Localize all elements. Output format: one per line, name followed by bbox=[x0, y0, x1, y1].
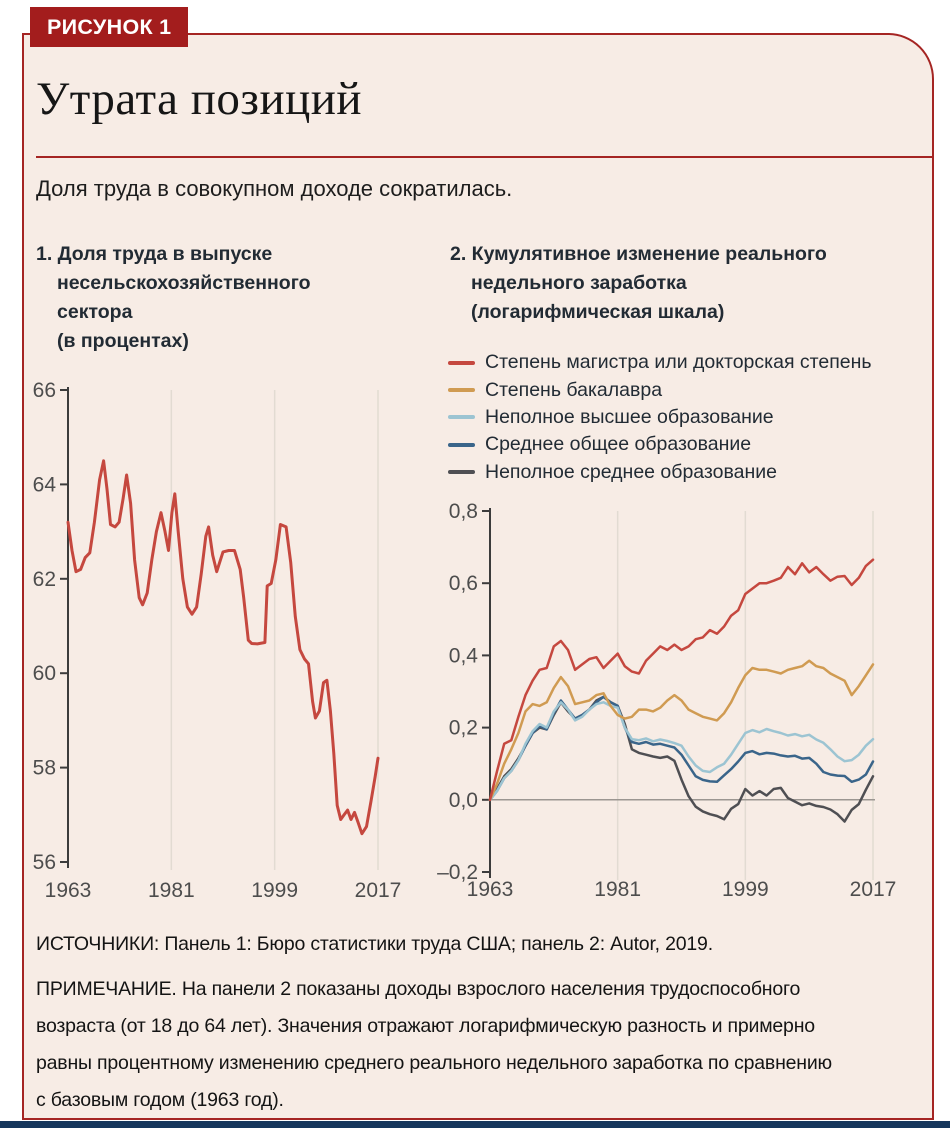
legend-label: Неполное высшее образование bbox=[485, 405, 774, 428]
y-tick-label: 64 bbox=[33, 473, 57, 496]
x-tick-label: 1981 bbox=[148, 879, 195, 902]
y-tick-label: 0,4 bbox=[449, 644, 479, 667]
legend-item: Степень магистра или докторская степень bbox=[448, 349, 872, 376]
figure-title: Утрата позиций bbox=[36, 73, 363, 125]
legend-item: Степень бакалавра bbox=[448, 376, 872, 403]
legend-item: Неполное высшее образование bbox=[448, 404, 872, 431]
x-tick-label: 2017 bbox=[850, 878, 897, 901]
note-line: с базовым годом (1963 год). bbox=[36, 1089, 284, 1111]
panel2-title-line: (логарифмическая шкала) bbox=[471, 301, 725, 323]
panel1-title-line: сектора bbox=[57, 301, 133, 323]
panel1-labor-share-chart: 56 58 60 62 64 66 1963 1981 1999 2017 bbox=[33, 379, 402, 902]
y-tick-label: 60 bbox=[33, 662, 56, 685]
x-tick-label: 1981 bbox=[594, 878, 641, 901]
series-high-school bbox=[488, 695, 875, 802]
series-some-college bbox=[488, 701, 875, 802]
sources-text: ИСТОЧНИКИ: Панель 1: Бюро статистики тру… bbox=[36, 933, 713, 955]
x-tick-label: 1999 bbox=[722, 878, 769, 901]
y-tick-label: 0,2 bbox=[449, 717, 478, 740]
y-tick-label: 58 bbox=[33, 757, 56, 780]
note-line: возраста (от 18 до 64 лет). Значения отр… bbox=[36, 1015, 815, 1037]
legend-dash-icon bbox=[448, 470, 475, 475]
title-divider bbox=[36, 156, 932, 158]
y-tick-label: –0,2 bbox=[437, 861, 478, 884]
legend-label: Степень бакалавра bbox=[485, 378, 663, 401]
legend-label: Степень магистра или докторская степень bbox=[485, 351, 872, 374]
panel2-title: 2. Кумулятивное изменение реального неде… bbox=[450, 240, 930, 327]
panel1-title-line: (в процентах) bbox=[57, 330, 189, 352]
legend-label: Среднее общее образование bbox=[485, 433, 752, 456]
y-tick-label: 0,0 bbox=[449, 789, 478, 812]
note-line: ПРИМЕЧАНИЕ. На панели 2 показаны доходы … bbox=[36, 978, 801, 1000]
series-bachelor bbox=[488, 659, 875, 802]
series-grad bbox=[488, 558, 875, 802]
legend-dash-icon bbox=[448, 442, 475, 447]
note-text: ПРИМЕЧАНИЕ. На панели 2 показаны доходы … bbox=[36, 971, 832, 1119]
legend-item: Неполное среднее образование bbox=[448, 459, 872, 486]
page-bottom-bar bbox=[0, 1121, 950, 1128]
note-line: равны процентному изменению среднего реа… bbox=[36, 1052, 832, 1074]
series-less-hs bbox=[488, 695, 875, 823]
series-labor-share bbox=[66, 459, 380, 836]
y-tick-label: 66 bbox=[33, 379, 56, 402]
y-tick-label: 62 bbox=[33, 568, 56, 591]
y-tick-label: 0,6 bbox=[449, 572, 478, 595]
x-tick-label: 1963 bbox=[45, 879, 92, 902]
legend-dash-icon bbox=[448, 360, 475, 365]
panel2-title-line: недельного заработка bbox=[471, 272, 687, 294]
figure-number-badge: РИСУНОК 1 bbox=[30, 7, 189, 47]
legend-dash-icon bbox=[448, 388, 475, 393]
panel2-title-line: 2. Кумулятивное изменение реального bbox=[450, 243, 827, 265]
x-tick-label: 2017 bbox=[355, 879, 402, 902]
legend-dash-icon bbox=[448, 415, 475, 420]
legend-label: Неполное среднее образование bbox=[485, 460, 777, 483]
panel2-legend: Степень магистра или докторская степень … bbox=[448, 349, 872, 486]
panel1-title: 1. Доля труда в выпуске несельскохозяйст… bbox=[36, 240, 436, 356]
y-tick-label: 0,8 bbox=[449, 500, 478, 523]
figure-subtitle: Доля труда в совокупном доходе сократила… bbox=[36, 176, 513, 201]
legend-item: Среднее общее образование bbox=[448, 431, 872, 458]
y-tick-label: 56 bbox=[33, 851, 56, 874]
x-tick-label: 1999 bbox=[251, 879, 298, 902]
x-tick-label: 1963 bbox=[467, 878, 514, 901]
panel1-title-line: несельскохозяйственного bbox=[57, 272, 311, 294]
panel1-title-line: 1. Доля труда в выпуске bbox=[36, 243, 273, 265]
